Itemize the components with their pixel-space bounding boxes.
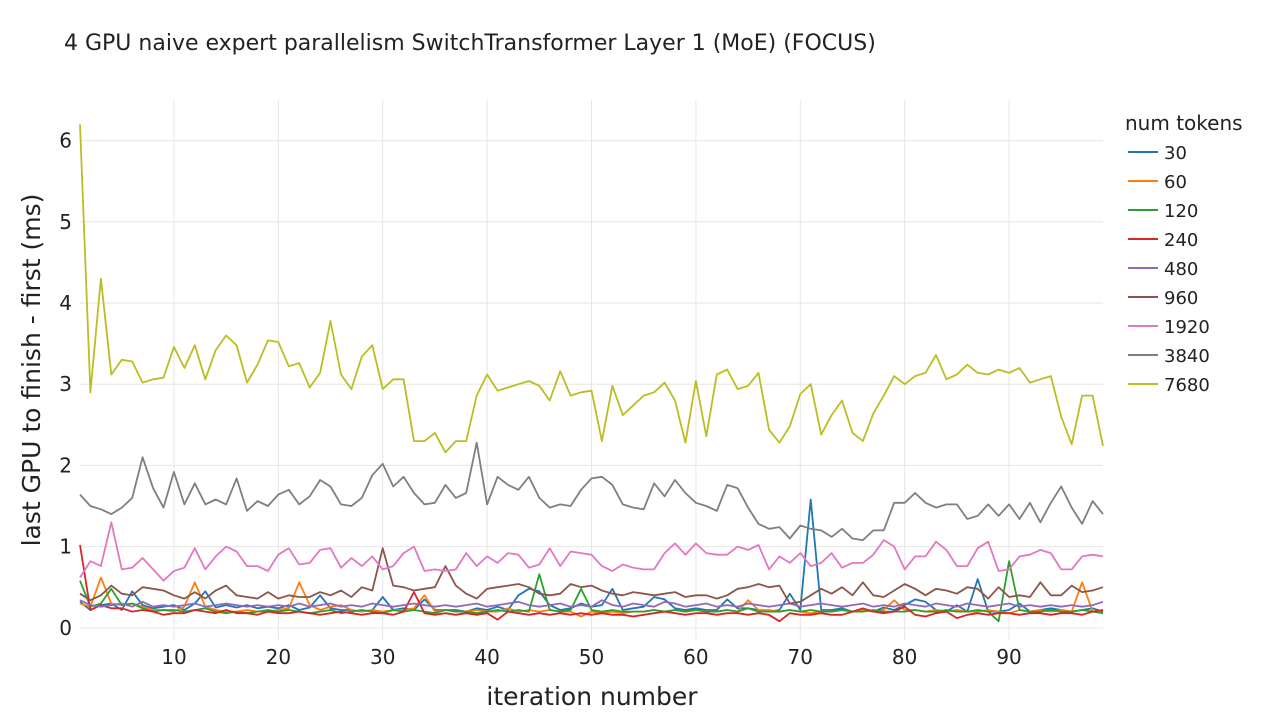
series-line-60: [79, 576, 1104, 618]
legend-item-1920: 1920: [1128, 317, 1210, 338]
y-tick-label: 4: [59, 291, 72, 315]
grid-lines: [80, 100, 1103, 640]
series-line-960: [79, 547, 1104, 605]
x-tick-label: 40: [474, 645, 499, 669]
legend: num tokens 30 60 120 240 480 960 1920 3840 7680: [1125, 111, 1243, 396]
y-tick-label: 0: [59, 616, 72, 640]
y-tick-label: 1: [59, 535, 72, 559]
legend-label: 30: [1164, 143, 1187, 164]
chart-title: 4 GPU naive expert parallelism SwitchTra…: [64, 31, 876, 56]
legend-item-480: 480: [1128, 259, 1198, 280]
legend-item-30: 30: [1128, 143, 1187, 164]
legend-item-3840: 3840: [1128, 346, 1210, 367]
legend-label: 240: [1164, 230, 1198, 251]
legend-items: 30 60 120 240 480 960 1920 3840 7680: [1128, 143, 1210, 396]
legend-item-960: 960: [1128, 288, 1198, 309]
y-axis-tick-labels: 0 1 2 3 4 5 6: [59, 129, 72, 640]
legend-label: 60: [1164, 172, 1187, 193]
x-axis-tick-labels: 10 20 30 40 50 60 70 80 90: [161, 645, 1022, 669]
legend-label: 960: [1164, 288, 1198, 309]
legend-item-240: 240: [1128, 230, 1198, 251]
x-axis-title: iteration number: [486, 682, 698, 711]
x-tick-label: 60: [683, 645, 708, 669]
y-tick-label: 3: [59, 372, 72, 396]
x-tick-label: 30: [370, 645, 395, 669]
legend-label: 480: [1164, 259, 1198, 280]
legend-label: 120: [1164, 201, 1198, 222]
series-line-1920: [79, 521, 1104, 582]
x-tick-label: 70: [788, 645, 813, 669]
y-axis-title: last GPU to finish - first (ms): [17, 194, 46, 547]
x-tick-label: 90: [996, 645, 1021, 669]
series-line-3840: [79, 441, 1104, 541]
legend-label: 7680: [1164, 375, 1210, 396]
x-tick-label: 80: [892, 645, 917, 669]
legend-item-7680: 7680: [1128, 375, 1210, 396]
legend-item-60: 60: [1128, 172, 1187, 193]
series-line-240: [79, 544, 1104, 623]
y-tick-label: 6: [59, 129, 72, 153]
x-tick-label: 10: [161, 645, 186, 669]
series-line-7680: [79, 124, 1104, 454]
legend-title: num tokens: [1125, 111, 1243, 135]
x-tick-label: 20: [266, 645, 291, 669]
series-line-480: [79, 599, 1104, 608]
y-tick-label: 5: [59, 210, 72, 234]
y-tick-label: 2: [59, 453, 72, 477]
series-line-120: [79, 560, 1104, 623]
x-tick-label: 50: [579, 645, 604, 669]
legend-item-120: 120: [1128, 201, 1198, 222]
legend-label: 1920: [1164, 317, 1210, 338]
series-lines: [79, 124, 1104, 623]
legend-label: 3840: [1164, 346, 1210, 367]
